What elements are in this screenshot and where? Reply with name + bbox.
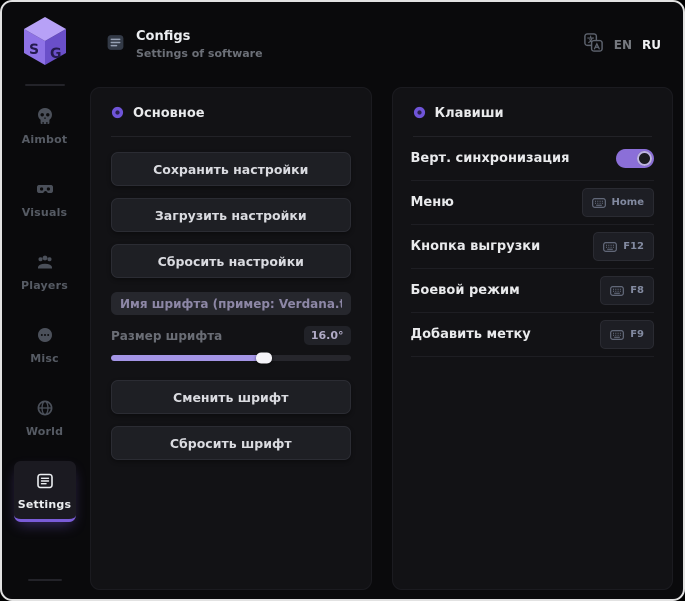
sidebar-item-label: Settings bbox=[17, 498, 72, 511]
sidebar-item-label: Misc bbox=[30, 352, 59, 365]
font-size-value: 16.0° bbox=[303, 326, 351, 345]
combat-keybind-button[interactable]: F8 bbox=[600, 276, 654, 305]
svg-text:G: G bbox=[50, 46, 62, 62]
gear-dot-icon bbox=[111, 104, 124, 123]
players-icon bbox=[35, 252, 55, 272]
keyboard-icon bbox=[610, 325, 625, 344]
svg-text:S: S bbox=[29, 42, 39, 58]
font-size-label: Размер шрифта bbox=[111, 328, 223, 343]
translate-icon bbox=[583, 32, 604, 57]
keybind-value: F9 bbox=[630, 329, 644, 340]
menu-key-row: Меню Home bbox=[410, 181, 654, 225]
keybind-value: F12 bbox=[623, 241, 644, 252]
sidebar-item-world[interactable]: World bbox=[14, 388, 76, 449]
sidebar-item-aimbot[interactable]: Aimbot bbox=[14, 96, 76, 157]
keybind-value: Home bbox=[611, 197, 644, 208]
language-switcher: EN RU bbox=[583, 32, 661, 57]
load-settings-button[interactable]: Загрузить настройки bbox=[111, 198, 351, 232]
panel-keys-divider bbox=[412, 136, 652, 137]
sidebar-item-label: Players bbox=[21, 279, 68, 292]
sidebar-item-label: Aimbot bbox=[21, 133, 68, 146]
panel-main-divider bbox=[111, 136, 351, 137]
add-marker-keybind-button[interactable]: F9 bbox=[600, 320, 654, 349]
keyboard-icon bbox=[603, 237, 618, 256]
header: Configs Settings of software EN RU bbox=[87, 2, 683, 87]
font-size-slider[interactable] bbox=[111, 352, 351, 364]
panel-main-title: Основное bbox=[133, 106, 205, 121]
page-title: Configs bbox=[136, 29, 191, 44]
toggle-knob-icon bbox=[637, 151, 652, 166]
page-subtitle: Settings of software bbox=[136, 47, 263, 60]
menu-keybind-button[interactable]: Home bbox=[581, 188, 654, 217]
skull-icon bbox=[35, 106, 55, 126]
combat-key-label: Боевой режим bbox=[410, 283, 520, 298]
panel-keys: Клавиши Верт. синхронизация Меню Home Кн… bbox=[391, 87, 673, 590]
lang-option-en[interactable]: EN bbox=[613, 37, 633, 52]
keybind-value: F8 bbox=[630, 285, 644, 296]
save-settings-button[interactable]: Сохранить настройки bbox=[111, 152, 351, 186]
unload-key-label: Кнопка выгрузки bbox=[410, 239, 541, 254]
sidebar-item-label: Visuals bbox=[21, 206, 68, 219]
settings-icon bbox=[35, 471, 55, 491]
panel-keys-title: Клавиши bbox=[434, 106, 504, 121]
sidebar-item-visuals[interactable]: Visuals bbox=[14, 169, 76, 230]
main-area: Configs Settings of software EN RU bbox=[87, 2, 683, 599]
vr-goggles-icon bbox=[35, 179, 55, 199]
sidebar-top-divider bbox=[24, 84, 65, 86]
unload-keybind-button[interactable]: F12 bbox=[593, 232, 654, 261]
configs-icon bbox=[105, 32, 126, 57]
reset-font-button[interactable]: Сбросить шрифт bbox=[111, 426, 351, 460]
font-size-slider-knob[interactable] bbox=[256, 352, 273, 364]
unload-key-row: Кнопка выгрузки F12 bbox=[410, 225, 654, 269]
vsync-row: Верт. синхронизация bbox=[410, 137, 654, 181]
keyboard-icon bbox=[591, 193, 606, 212]
app-logo: S G bbox=[19, 14, 71, 70]
font-name-input[interactable] bbox=[111, 292, 351, 315]
sidebar-item-settings[interactable]: Settings bbox=[13, 461, 76, 522]
vsync-label: Верт. синхронизация bbox=[410, 151, 570, 166]
misc-icon bbox=[35, 325, 55, 345]
world-icon bbox=[35, 398, 55, 418]
vsync-toggle[interactable] bbox=[616, 149, 654, 168]
gear-dot-icon bbox=[413, 104, 426, 123]
lang-option-ru[interactable]: RU bbox=[642, 37, 661, 52]
font-size-slider-fill bbox=[111, 352, 273, 364]
sidebar-item-label: World bbox=[25, 425, 64, 438]
cube-logo-icon: S G bbox=[23, 17, 66, 65]
panel-main: Основное Сохранить настройки Загрузить н… bbox=[90, 87, 372, 590]
keyboard-icon bbox=[610, 281, 625, 300]
sidebar-item-players[interactable]: Players bbox=[14, 242, 76, 303]
menu-key-label: Меню bbox=[410, 195, 454, 210]
add-marker-key-row: Добавить метку F9 bbox=[410, 313, 654, 357]
sidebar-bottom-divider bbox=[27, 579, 62, 581]
sidebar: S G Aimbot Visuals Pl bbox=[2, 2, 87, 599]
change-font-button[interactable]: Сменить шрифт bbox=[111, 380, 351, 414]
add-marker-key-label: Добавить метку bbox=[410, 327, 531, 342]
combat-key-row: Боевой режим F8 bbox=[410, 269, 654, 313]
reset-settings-button[interactable]: Сбросить настройки bbox=[111, 244, 351, 278]
sidebar-nav: Aimbot Visuals Players Misc bbox=[2, 96, 87, 534]
sidebar-item-misc[interactable]: Misc bbox=[14, 315, 76, 376]
content: Основное Сохранить настройки Загрузить н… bbox=[90, 87, 673, 590]
